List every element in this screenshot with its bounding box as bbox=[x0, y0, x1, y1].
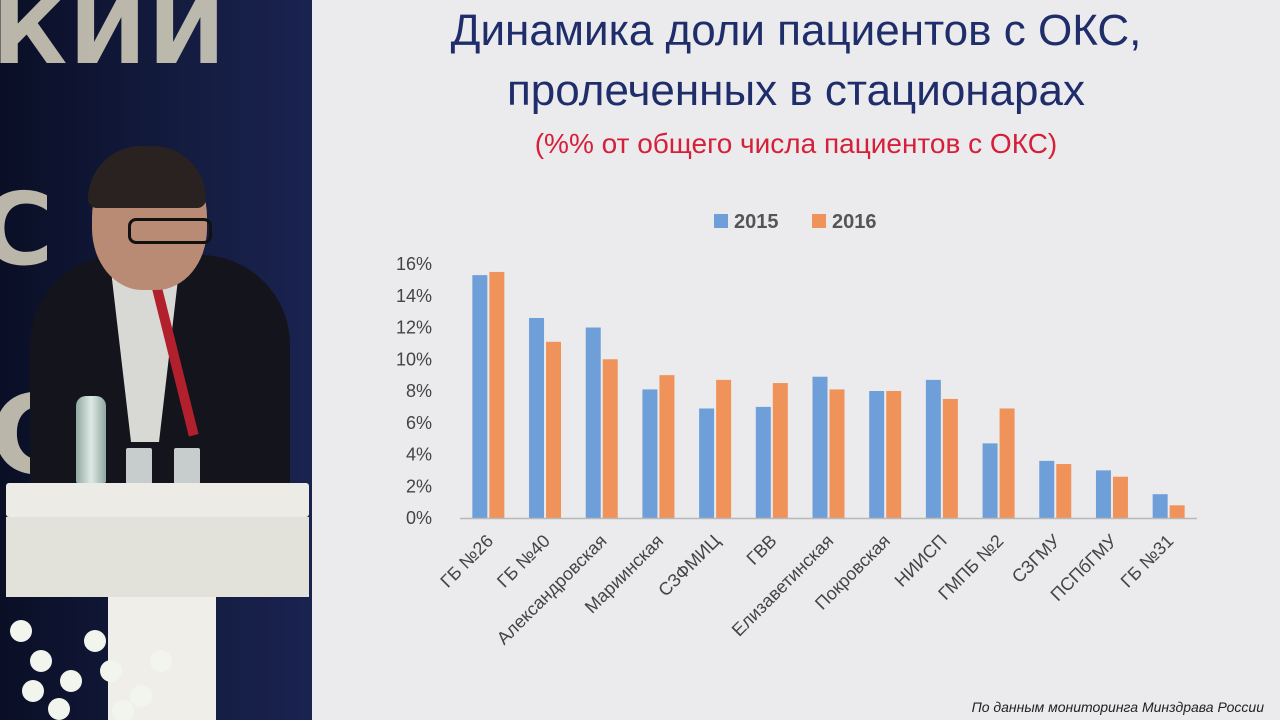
chart-legend: 2015 2016 bbox=[714, 211, 877, 233]
bar-2016 bbox=[716, 379, 732, 518]
bar-2016 bbox=[546, 341, 562, 518]
x-tick-label: Елизаветинская bbox=[728, 531, 838, 641]
x-tick-label: ГВВ bbox=[743, 531, 781, 569]
bar-2015 bbox=[699, 408, 715, 518]
y-tick-label: 6% bbox=[406, 413, 432, 433]
bar-chart: 2015 2016 0%2%4%6%8%10%12%14%16% ГБ №26ГБ… bbox=[396, 211, 1197, 648]
bar-2015 bbox=[529, 317, 545, 518]
bar-2015 bbox=[642, 389, 658, 518]
y-tick-label: 0% bbox=[406, 508, 432, 528]
y-tick-label: 2% bbox=[406, 476, 432, 496]
bar-2016 bbox=[886, 391, 902, 518]
bar-2016 bbox=[659, 375, 675, 518]
y-tick-label: 8% bbox=[406, 381, 432, 401]
bar-2016 bbox=[1056, 464, 1072, 518]
bar-2016 bbox=[1169, 505, 1185, 518]
bar-2015 bbox=[925, 379, 941, 518]
bar-2015 bbox=[755, 406, 771, 518]
legend-swatch-2016 bbox=[812, 214, 826, 228]
y-tick-label: 16% bbox=[396, 254, 432, 274]
bar-2016 bbox=[829, 389, 845, 518]
y-tick-label: 12% bbox=[396, 318, 432, 338]
bar-2016 bbox=[942, 398, 958, 518]
legend-label-2016: 2016 bbox=[832, 211, 877, 233]
speaker-glasses bbox=[128, 218, 212, 244]
bar-2015 bbox=[1039, 460, 1055, 518]
slide-subtitle: (%% от общего числа пациентов с ОКС) bbox=[534, 128, 1058, 159]
bar-2016 bbox=[1112, 476, 1128, 518]
presentation-slide: Динамика доли пациентов с ОКС, пролеченн… bbox=[312, 0, 1280, 720]
bar-2016 bbox=[489, 271, 505, 518]
podium-top bbox=[6, 483, 309, 517]
podium-front bbox=[6, 517, 309, 597]
gladiolus-flowers bbox=[0, 510, 190, 720]
backdrop-lettering: С bbox=[0, 171, 56, 288]
slide-title-line-2: пролеченных в стационарах bbox=[506, 66, 1085, 115]
slide-title-line-1: Динамика доли пациентов с ОКС, bbox=[450, 6, 1142, 55]
legend-swatch-2015 bbox=[714, 214, 728, 228]
bar-2016 bbox=[999, 408, 1015, 518]
water-bottle bbox=[76, 396, 106, 484]
x-tick-label: СЗГМУ bbox=[1008, 530, 1065, 587]
y-tick-label: 4% bbox=[406, 445, 432, 465]
bar-2015 bbox=[585, 327, 601, 518]
source-note: По данным мониторинга Минздрава России bbox=[971, 699, 1264, 715]
backdrop-lettering: КИЙ bbox=[0, 0, 228, 85]
water-glass bbox=[174, 448, 200, 484]
y-tick-label: 14% bbox=[396, 286, 432, 306]
bar-2016 bbox=[602, 359, 618, 518]
bar-2015 bbox=[982, 443, 998, 518]
bar-2015 bbox=[472, 275, 488, 518]
x-tick-label: ГБ №26 bbox=[436, 531, 497, 592]
bar-2015 bbox=[1152, 494, 1168, 518]
chart-bars bbox=[472, 271, 1185, 518]
bar-2015 bbox=[869, 391, 885, 518]
legend-label-2015: 2015 bbox=[734, 211, 779, 233]
bar-2016 bbox=[772, 383, 788, 518]
water-glass bbox=[126, 448, 152, 484]
x-tick-label: СЗФМИЦ bbox=[654, 531, 724, 601]
y-axis: 0% 2% 4% 6% 8% 10% 12% 14% 16% bbox=[396, 254, 432, 528]
bar-2015 bbox=[1095, 470, 1111, 518]
y-tick-label: 10% bbox=[396, 349, 432, 369]
x-tick-label: ГБ №31 bbox=[1117, 531, 1178, 592]
bar-2015 bbox=[812, 376, 828, 518]
